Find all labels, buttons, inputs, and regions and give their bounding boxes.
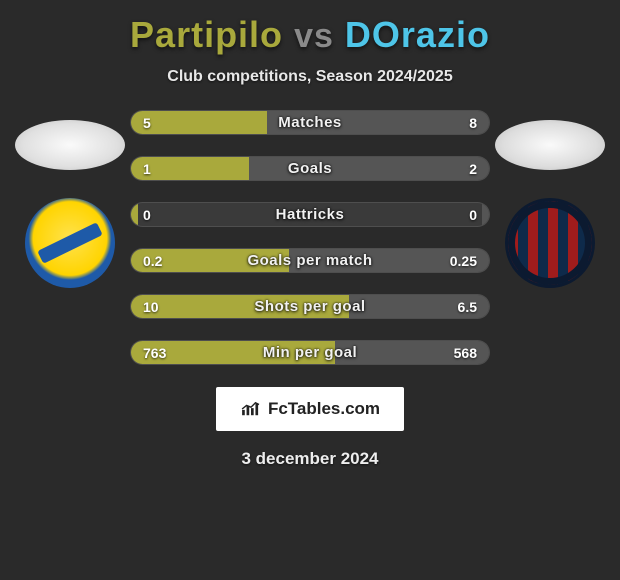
stat-bar: 763568Min per goal <box>130 340 490 365</box>
stat-label: Matches <box>131 111 489 134</box>
stat-bar: 106.5Shots per goal <box>130 294 490 319</box>
player1-name: Partipilo <box>130 14 283 55</box>
stat-label: Goals <box>131 157 489 180</box>
stats-column: 58Matches 12Goals 00Hattricks 0.20.25Goals … <box>130 110 490 365</box>
player1-headshot <box>15 120 125 170</box>
stat-label: Min per goal <box>131 341 489 364</box>
vs-separator: vs <box>294 17 334 55</box>
player2-column <box>490 110 610 288</box>
brand-badge[interactable]: FcTables.com <box>216 387 404 431</box>
stat-bar: 12Goals <box>130 156 490 181</box>
subtitle: Club competitions, Season 2024/2025 <box>167 68 452 86</box>
title: Partipilo vs DOrazio <box>130 14 490 56</box>
player2-club-crest <box>505 198 595 288</box>
stat-label: Goals per match <box>131 249 489 272</box>
player2-name: DOrazio <box>345 14 490 55</box>
stat-bar: 0.20.25Goals per match <box>130 248 490 273</box>
footer-date: 3 december 2024 <box>241 449 378 469</box>
chart-icon <box>240 401 262 417</box>
player1-column <box>10 110 130 288</box>
main-row: 58Matches 12Goals 00Hattricks 0.20.25Goals … <box>0 110 620 365</box>
brand-text: FcTables.com <box>268 399 380 419</box>
player1-club-crest <box>25 198 115 288</box>
stat-bar: 00Hattricks <box>130 202 490 227</box>
player2-headshot <box>495 120 605 170</box>
stat-bar: 58Matches <box>130 110 490 135</box>
comparison-card: Partipilo vs DOrazio Club competitions, … <box>0 0 620 489</box>
stat-label: Shots per goal <box>131 295 489 318</box>
stat-label: Hattricks <box>131 203 489 226</box>
